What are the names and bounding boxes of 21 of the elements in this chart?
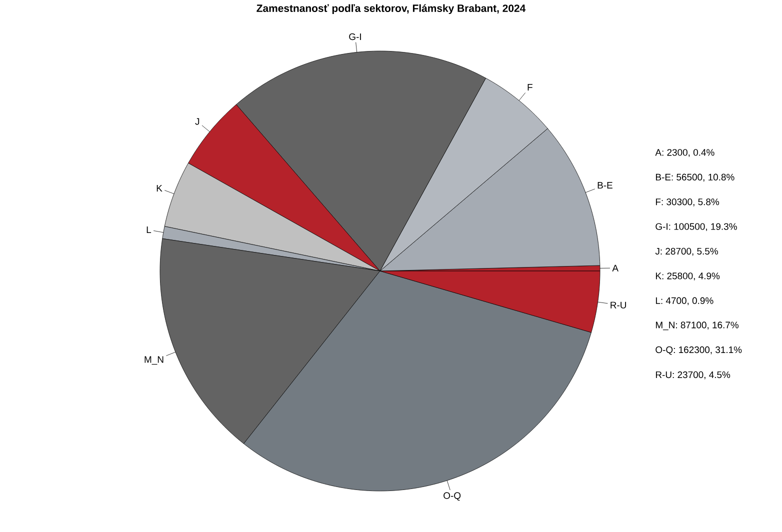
slice-label: A (612, 264, 618, 272)
text: L: 4700, 0.9% (656, 297, 714, 306)
slice-label: L (146, 226, 152, 234)
chart-title: Zamestnanosť podľa sektorov, Flámsky Brabant, 2024 (256, 4, 526, 14)
text: B-E: 56500, 10.8% (656, 174, 734, 182)
slice-label: J (195, 118, 200, 125)
text: K: 25800, 4.9% (656, 272, 720, 280)
text: G-I: 100500, 19.3% (656, 223, 737, 232)
slice-label: O-Q (444, 492, 461, 501)
text: F: 30300, 5.8% (656, 198, 720, 206)
slice-label: M_N (144, 356, 164, 365)
text: A: 2300, 0.4% (655, 149, 714, 157)
slice-label: G-I (349, 33, 361, 40)
text: O-Q: 162300, 31.1% (656, 346, 742, 355)
text: J: 28700, 5.5% (655, 248, 718, 256)
slice-label: R-U (610, 302, 626, 308)
slice-label: F (528, 84, 532, 91)
slice-label: B-E (598, 182, 612, 189)
slice-label: K (156, 184, 162, 192)
text: M_N: 87100, 16.7% (656, 322, 739, 330)
text: R-U: 23700, 4.5% (656, 371, 730, 380)
